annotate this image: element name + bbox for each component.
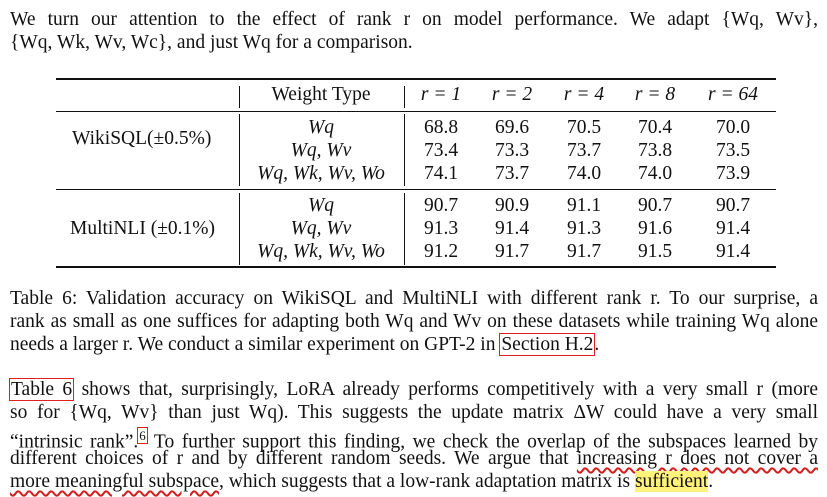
weights-cell: Wq, Wk, Wv, Wo xyxy=(257,241,385,262)
caption-line-2: rank as small as one suffices for adapti… xyxy=(10,311,818,332)
body-line-1: Table 6 shows that, surprisingly, LoRA a… xyxy=(8,378,818,401)
header-rank-4: r = 4 xyxy=(563,84,605,105)
underlined-phrase: increasing r does not cover a xyxy=(576,448,818,469)
body-line-4-text: different choices of r and by different … xyxy=(10,448,577,469)
footnote-6-link[interactable]: 6 xyxy=(137,427,148,444)
value-cell: 91.4 xyxy=(715,218,751,239)
value-cell: 90.9 xyxy=(494,195,530,216)
table-top-rule xyxy=(56,78,776,80)
value-cell: 70.5 xyxy=(566,117,602,138)
body-line-4: different choices of r and by different … xyxy=(10,447,818,470)
value-cell: 73.7 xyxy=(566,140,602,161)
caption-line-3: needs a larger r. We conduct a similar e… xyxy=(10,333,818,356)
caption-line-1: Table 6: Validation accuracy on WikiSQL … xyxy=(10,288,818,309)
weights-cell: Wq, Wk, Wv, Wo xyxy=(257,163,385,184)
value-cell: 91.5 xyxy=(637,241,673,262)
value-cell: 91.1 xyxy=(566,195,602,216)
caption-line-3-end: . xyxy=(594,334,600,355)
header-rank-64: r = 64 xyxy=(708,84,758,105)
value-cell: 74.0 xyxy=(566,163,602,184)
body-line-5-text: , which suggests that a low-rank adaptat… xyxy=(219,471,635,492)
table-vline-group2-1 xyxy=(239,193,240,265)
table-vline-group2-2 xyxy=(404,193,405,265)
table-vline-group1-1 xyxy=(239,114,240,186)
header-rank-2: r = 2 xyxy=(491,84,533,105)
body-line-3-text: “intrinsic rank”. xyxy=(10,431,139,453)
weights-cell: Wq, Wv xyxy=(290,140,352,161)
table-caption: Table 6: Validation accuracy on WikiSQL … xyxy=(10,287,818,356)
caption-line-3-text: needs a larger r. We conduct a similar e… xyxy=(10,334,501,355)
value-cell: 70.0 xyxy=(715,117,751,138)
body-line-3: “intrinsic rank”.6 To further support th… xyxy=(10,424,818,453)
table-vline-header-2 xyxy=(404,86,405,108)
table-6-link[interactable]: Table 6 xyxy=(8,378,75,401)
table-vline-header-1 xyxy=(239,86,240,108)
section-h2-link[interactable]: Section H.2 xyxy=(499,333,596,356)
value-cell: 73.4 xyxy=(423,140,459,161)
weights-cell: Wq xyxy=(308,195,334,216)
value-cell: 68.8 xyxy=(423,117,459,138)
value-cell: 73.5 xyxy=(715,140,751,161)
value-cell: 91.4 xyxy=(494,218,530,239)
value-cell: 73.9 xyxy=(715,163,751,184)
weights-cell: Wq, Wv xyxy=(290,218,352,239)
value-cell: 91.7 xyxy=(494,241,530,262)
value-cell: 91.3 xyxy=(423,218,459,239)
value-cell: 91.3 xyxy=(566,218,602,239)
header-rank-8: r = 8 xyxy=(634,84,676,105)
body-line-1-text: shows that, surprisingly, LoRA already p… xyxy=(73,379,818,400)
table-vline-group1-2 xyxy=(404,114,405,186)
value-cell: 91.7 xyxy=(566,241,602,262)
body-paragraph: Table 6 shows that, surprisingly, LoRA a… xyxy=(8,378,818,493)
value-cell: 90.7 xyxy=(423,195,459,216)
dataset-multinli: MultiNLI (±0.1%) xyxy=(70,218,216,239)
weights-cell: Wq xyxy=(308,117,334,138)
intro-line-2: {Wq, Wk, Wv, Wc}, and just Wq for a comp… xyxy=(10,32,413,53)
value-cell: 69.6 xyxy=(494,117,530,138)
value-cell: 90.7 xyxy=(637,195,673,216)
value-cell: 74.1 xyxy=(423,163,459,184)
header-rank-1: r = 1 xyxy=(420,84,462,105)
dataset-wikisql: WikiSQL(±0.5%) xyxy=(72,128,212,149)
value-cell: 74.0 xyxy=(637,163,673,184)
body-line-3-rest: To further support this finding, we chec… xyxy=(146,431,818,453)
body-line-5: more meaningful subspace, which suggests… xyxy=(10,470,818,493)
intro-line-1: We turn our attention to the effect of r… xyxy=(10,9,818,30)
body-line-2: so for {Wq, Wv} than just Wq). This sugg… xyxy=(10,402,818,423)
value-cell: 70.4 xyxy=(637,117,673,138)
underlined-phrase-continued: more meaningful subspace xyxy=(10,471,220,492)
value-cell: 73.3 xyxy=(494,140,530,161)
value-cell: 91.2 xyxy=(423,241,459,262)
value-cell: 91.4 xyxy=(715,241,751,262)
header-weight-type: Weight Type xyxy=(271,84,371,105)
value-cell: 90.7 xyxy=(715,195,751,216)
value-cell: 91.6 xyxy=(637,218,673,239)
body-line-5-end: . xyxy=(708,471,714,492)
highlighted-word: sufficient xyxy=(634,471,709,492)
table-bottom-rule xyxy=(56,266,776,268)
value-cell: 73.8 xyxy=(637,140,673,161)
table-header-rule xyxy=(56,111,776,112)
intro-paragraph: We turn our attention to the effect of r… xyxy=(10,8,818,54)
table-group-rule xyxy=(56,189,776,190)
value-cell: 73.7 xyxy=(494,163,530,184)
